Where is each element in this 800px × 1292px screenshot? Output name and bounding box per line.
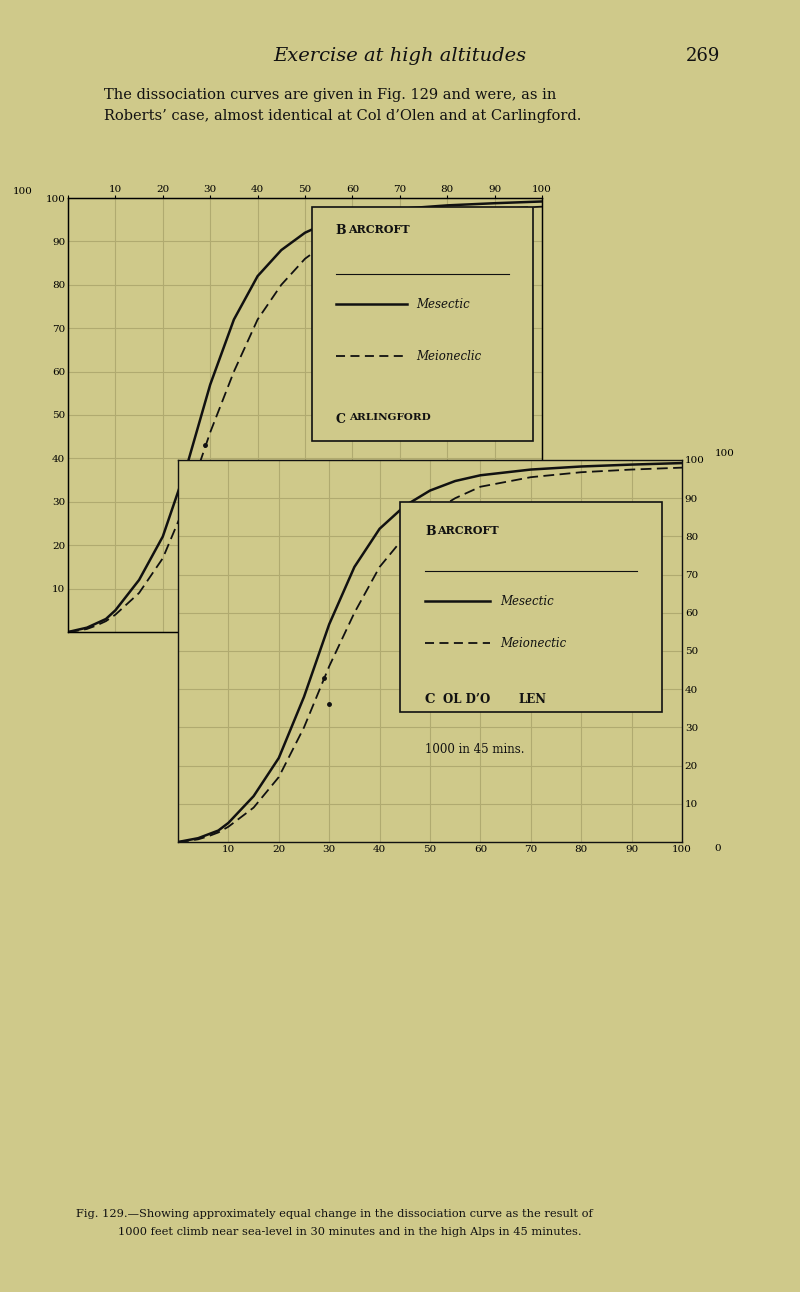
Bar [400, 503, 662, 712]
Text: 269: 269 [686, 47, 720, 65]
Text: Mesectic: Mesectic [501, 594, 554, 607]
Text: B: B [336, 224, 346, 236]
Text: 100: 100 [714, 450, 734, 459]
Text: 0: 0 [714, 844, 722, 853]
Text: 1000’ in 30 mins.: 1000’ in 30 mins. [336, 469, 439, 482]
Text: B: B [425, 525, 435, 537]
Text: 100: 100 [13, 187, 33, 196]
Text: Exercise at high altitudes: Exercise at high altitudes [274, 47, 526, 65]
Text: 1000 in 45 mins.: 1000 in 45 mins. [425, 743, 525, 756]
Text: C: C [425, 693, 435, 705]
Text: Roberts’ case, almost identical at Col d’Olen and at Carlingford.: Roberts’ case, almost identical at Col d… [104, 109, 582, 123]
Text: Mesectic: Mesectic [416, 298, 470, 311]
Text: ARCROFT: ARCROFT [348, 224, 410, 235]
Bar [312, 207, 533, 441]
Text: Fig. 129.—Showing approximately equal change in the dissociation curve as the re: Fig. 129.—Showing approximately equal ch… [76, 1209, 593, 1220]
Text: ARCROFT: ARCROFT [438, 525, 499, 536]
Text: 1000 feet climb near sea-level in 30 minutes and in the high Alps in 45 minutes.: 1000 feet climb near sea-level in 30 min… [118, 1227, 582, 1238]
Text: OL D’O: OL D’O [442, 693, 490, 705]
Text: The dissociation curves are given in Fig. 129 and were, as in: The dissociation curves are given in Fig… [104, 88, 556, 102]
Text: LEN: LEN [518, 693, 546, 705]
Text: Meioneclic: Meioneclic [416, 350, 482, 363]
Text: ARLINGFORD: ARLINGFORD [349, 413, 431, 421]
Text: Meionectic: Meionectic [501, 637, 567, 650]
Text: C: C [336, 413, 346, 426]
